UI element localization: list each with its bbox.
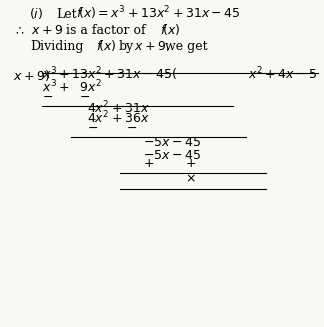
Text: $f\!(x)$: $f\!(x)$ xyxy=(96,38,116,53)
Text: by: by xyxy=(118,40,133,53)
Text: $4x^2 + 31x$: $4x^2 + 31x$ xyxy=(87,99,150,116)
Text: $-$: $-$ xyxy=(42,90,53,103)
Text: $\therefore$: $\therefore$ xyxy=(13,24,25,37)
Text: $x^3 + 13x^2 + 31x - 45($: $x^3 + 13x^2 + 31x - 45($ xyxy=(42,66,177,83)
Text: $f\!(x)$: $f\!(x)$ xyxy=(160,22,181,37)
Text: $+$: $+$ xyxy=(185,157,196,170)
Text: $x + 9,$: $x + 9,$ xyxy=(134,39,170,53)
Text: $-$: $-$ xyxy=(79,90,90,103)
Text: $x^3 +\ \ 9x^2$: $x^3 +\ \ 9x^2$ xyxy=(42,78,102,95)
Text: $4x^2 + 36x$: $4x^2 + 36x$ xyxy=(87,110,150,127)
Text: $x + 9)$: $x + 9)$ xyxy=(13,68,50,83)
Text: we get: we get xyxy=(165,40,207,53)
Text: $f\!(x) = x^3 + 13x^2 + 31x - 45$: $f\!(x) = x^3 + 13x^2 + 31x - 45$ xyxy=(76,4,241,22)
Text: $+$: $+$ xyxy=(143,157,154,170)
Text: $-$: $-$ xyxy=(87,121,98,134)
Text: $x + 9$: $x + 9$ xyxy=(31,24,63,37)
Text: is a factor of: is a factor of xyxy=(66,24,146,37)
Text: $x^2 + 4x - 5$: $x^2 + 4x - 5$ xyxy=(248,66,317,83)
Text: $-5x - 45$: $-5x - 45$ xyxy=(143,136,201,149)
Text: Let: Let xyxy=(57,8,77,21)
Text: Dividing: Dividing xyxy=(31,40,84,53)
Text: $(i)$: $(i)$ xyxy=(29,6,43,21)
Text: $-$: $-$ xyxy=(126,121,137,134)
Text: $\times$: $\times$ xyxy=(185,172,195,185)
Text: $-5x - 45$: $-5x - 45$ xyxy=(143,148,201,162)
